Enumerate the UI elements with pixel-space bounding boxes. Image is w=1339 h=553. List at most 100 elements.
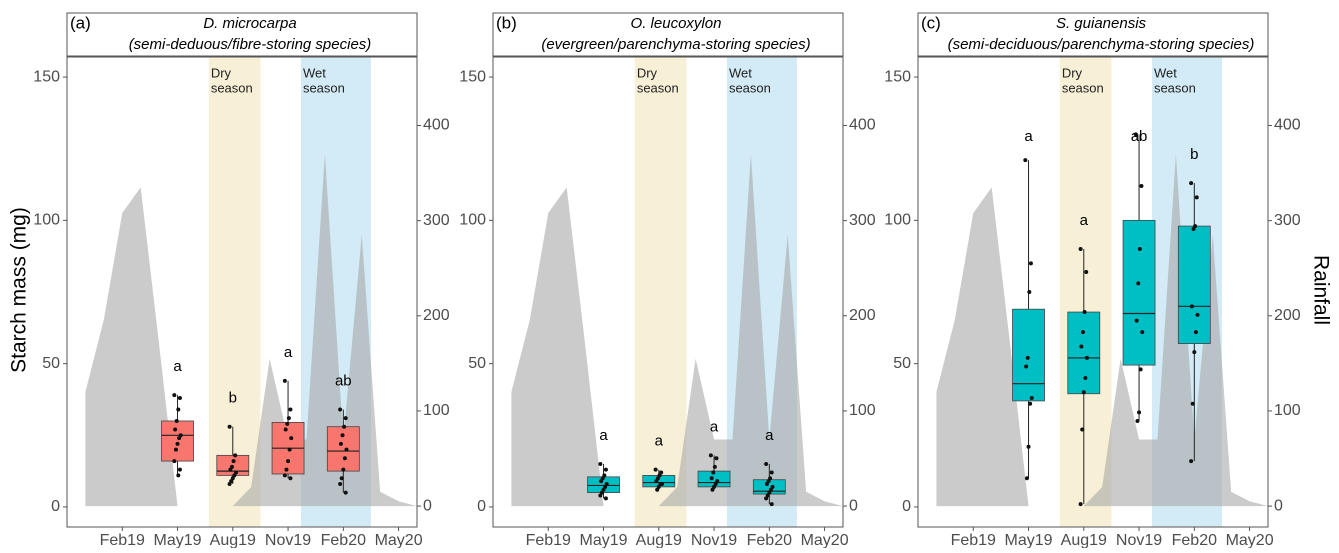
data-point bbox=[283, 427, 288, 432]
data-point bbox=[288, 476, 293, 481]
data-point bbox=[286, 459, 291, 464]
data-point bbox=[287, 447, 292, 452]
data-point bbox=[1023, 158, 1028, 163]
significance-letter: a bbox=[1080, 212, 1089, 229]
data-point bbox=[1135, 418, 1140, 423]
season-label: Wet bbox=[729, 65, 752, 80]
season-label: Dry bbox=[637, 65, 658, 80]
plot-frame bbox=[917, 56, 1269, 528]
data-point bbox=[1081, 390, 1086, 395]
panel-subtitle: (semi-deduous/fibre-storing species) bbox=[129, 36, 372, 53]
x-tick-label: May19 bbox=[580, 532, 628, 548]
data-point bbox=[343, 490, 348, 495]
data-point bbox=[1136, 281, 1141, 286]
data-point bbox=[289, 436, 294, 441]
data-point bbox=[1192, 350, 1197, 355]
x-tick-label: Nov19 bbox=[265, 532, 311, 548]
data-point bbox=[769, 470, 774, 475]
x-tick-label: May19 bbox=[1005, 532, 1053, 548]
panel-header bbox=[492, 12, 844, 57]
panel-title: S. guianensis bbox=[1056, 15, 1147, 32]
data-point bbox=[177, 436, 182, 441]
significance-letter: a bbox=[284, 344, 293, 361]
data-point bbox=[338, 407, 343, 412]
panel-label: (a) bbox=[70, 13, 91, 32]
season-label: Wet bbox=[1154, 65, 1177, 80]
data-point bbox=[173, 427, 178, 432]
x-tick-label: Aug19 bbox=[1061, 532, 1107, 548]
data-point bbox=[339, 476, 344, 481]
x-tick-label: Feb19 bbox=[951, 532, 996, 548]
box bbox=[1067, 311, 1101, 395]
data-point bbox=[1027, 290, 1032, 294]
significance-letter: a bbox=[173, 358, 182, 375]
y2-tick-label: 0 bbox=[1274, 497, 1283, 514]
y2-tick-label: 400 bbox=[849, 117, 876, 134]
data-point bbox=[288, 407, 293, 412]
box bbox=[1122, 219, 1156, 366]
data-point bbox=[1079, 344, 1084, 349]
data-point bbox=[764, 496, 769, 501]
data-point bbox=[654, 479, 659, 484]
y2-tick-label: 0 bbox=[849, 497, 858, 514]
panel: (c) S. guianensis (semi-deciduous/parenchy… bbox=[884, 12, 1332, 549]
x-tick-label: Aug19 bbox=[210, 532, 256, 548]
data-point bbox=[177, 396, 182, 401]
data-point bbox=[231, 459, 236, 464]
data-point bbox=[284, 467, 289, 472]
significance-letter: a bbox=[1024, 128, 1033, 145]
season-label: season bbox=[1062, 80, 1104, 95]
data-point bbox=[343, 416, 348, 421]
significance-letter: b bbox=[1190, 146, 1198, 163]
data-point bbox=[1080, 330, 1085, 335]
y-tick-label: 50 bbox=[42, 355, 60, 372]
data-point bbox=[1193, 330, 1198, 335]
data-point bbox=[1134, 318, 1139, 323]
data-point bbox=[227, 482, 232, 487]
data-point bbox=[764, 482, 769, 487]
season-label: season bbox=[211, 80, 253, 95]
data-point bbox=[282, 473, 287, 478]
panel-title: D. microcarpa bbox=[203, 15, 296, 32]
data-point bbox=[599, 479, 604, 484]
season-label: season bbox=[303, 80, 345, 95]
data-point bbox=[1133, 132, 1138, 137]
x-tick-label: Feb19 bbox=[526, 532, 571, 548]
data-point bbox=[710, 487, 715, 492]
data-point bbox=[282, 378, 287, 383]
plot-frame bbox=[66, 56, 418, 528]
season-label: Dry bbox=[1062, 65, 1083, 80]
y2-tick-label: 0 bbox=[423, 497, 432, 514]
x-tick-label: Feb20 bbox=[1172, 532, 1217, 548]
x-tick-label: May20 bbox=[375, 532, 423, 548]
season-band bbox=[208, 57, 261, 527]
y2-tick-label: 300 bbox=[423, 212, 450, 229]
y-tick-label: 0 bbox=[51, 498, 60, 515]
x-tick-label: May20 bbox=[801, 532, 849, 548]
data-point bbox=[338, 482, 343, 487]
y2-tick-label: 200 bbox=[423, 307, 450, 324]
panel-header bbox=[66, 12, 418, 57]
y-tick-label: 150 bbox=[884, 68, 911, 85]
data-point bbox=[341, 467, 346, 472]
x-tick-label: Feb20 bbox=[321, 532, 366, 548]
data-point bbox=[1028, 401, 1033, 406]
significance-letter: ab bbox=[335, 372, 352, 389]
panel: (b) O. leucoxylon (evergreen/parenchyma-st… bbox=[459, 12, 876, 549]
data-point bbox=[1024, 476, 1029, 481]
x-tick-label: Feb19 bbox=[100, 532, 145, 548]
data-point bbox=[1194, 195, 1199, 200]
data-point bbox=[172, 393, 177, 398]
significance-letter: ab bbox=[1131, 128, 1148, 145]
data-point bbox=[1080, 427, 1085, 432]
data-point bbox=[655, 487, 660, 492]
x-tick-label: Feb20 bbox=[747, 532, 792, 548]
data-point bbox=[1084, 355, 1089, 360]
y-tick-label: 150 bbox=[459, 68, 486, 85]
panel-subtitle: (semi-deciduous/parenchyma-storing speci… bbox=[948, 36, 1255, 53]
data-point bbox=[712, 464, 717, 469]
data-point bbox=[1191, 226, 1196, 231]
data-point bbox=[1025, 355, 1030, 360]
box bbox=[1012, 308, 1045, 402]
